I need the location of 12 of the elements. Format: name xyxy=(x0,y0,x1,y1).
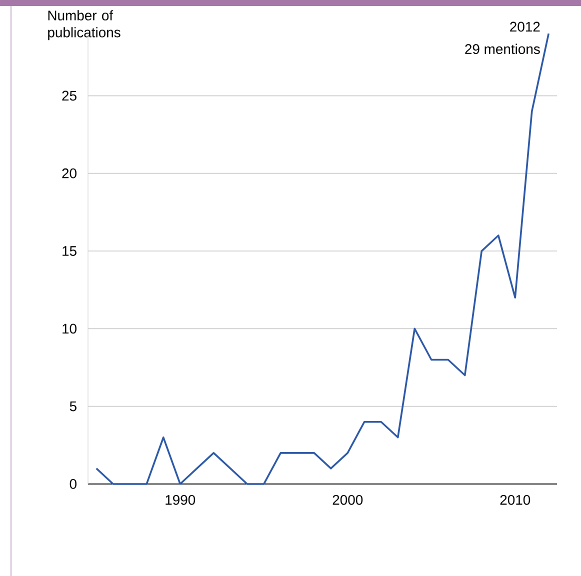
x-tick-label: 2010 xyxy=(500,494,530,505)
y-tick-label: 5 xyxy=(70,401,76,411)
y-tick-label: 25 xyxy=(62,90,76,100)
annotation: 29 mentions xyxy=(465,44,540,54)
y-tick-label: 10 xyxy=(62,324,76,334)
x-tick-label: 2000 xyxy=(332,494,363,505)
y-tick-label: 0 xyxy=(70,478,76,489)
y-tick-label: 15 xyxy=(62,246,76,256)
y-tick-label: 20 xyxy=(62,168,76,178)
annotation: 2012 xyxy=(510,22,540,32)
x-tick-label: 1990 xyxy=(166,494,196,505)
y-axis-title: Number of publications xyxy=(48,10,120,40)
